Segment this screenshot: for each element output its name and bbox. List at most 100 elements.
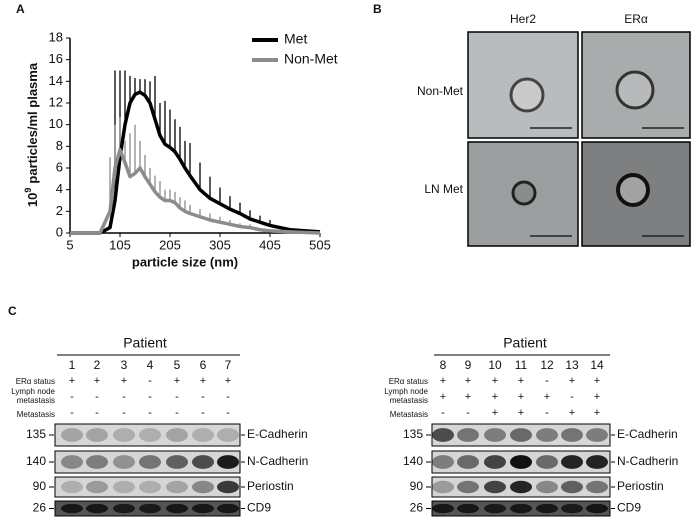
status-label: ERα status	[389, 377, 428, 386]
status-label: ERα status	[16, 377, 55, 386]
y-tick-label: 14	[49, 73, 63, 88]
row-label: LN Met	[424, 182, 463, 196]
patient-number: 9	[465, 358, 472, 372]
y-tick-label: 10	[49, 116, 63, 131]
status-sign: -	[570, 391, 574, 403]
marker-label: 135	[403, 427, 423, 441]
marker-label: 90	[410, 479, 424, 493]
band	[536, 480, 558, 494]
series-line	[70, 147, 321, 235]
protein-label: Periostin	[617, 479, 664, 493]
status-sign: +	[492, 391, 498, 403]
band	[510, 428, 532, 442]
patient-number: 8	[440, 358, 447, 372]
status-label: Lymph node	[11, 387, 55, 396]
band	[510, 503, 532, 514]
status-sign: -	[175, 391, 179, 403]
band	[536, 503, 558, 514]
marker-label: 26	[410, 501, 424, 515]
status-sign: +	[492, 375, 498, 387]
status-sign: -	[466, 407, 470, 419]
band	[586, 503, 608, 514]
status-sign: +	[569, 407, 575, 419]
band	[510, 480, 532, 494]
blot-title: Patient	[123, 335, 167, 351]
band	[166, 503, 188, 514]
patient-number: 1	[69, 358, 76, 372]
band	[457, 480, 479, 494]
band	[510, 455, 532, 469]
band	[586, 428, 608, 442]
blot-title: Patient	[503, 335, 547, 351]
status-label: Metastasis	[17, 410, 55, 419]
column-label: Her2	[510, 12, 536, 26]
status-label: Metastasis	[390, 410, 428, 419]
marker-label: 26	[33, 501, 47, 515]
status-sign: -	[148, 375, 152, 387]
status-sign: +	[518, 407, 524, 419]
status-sign: +	[440, 391, 446, 403]
y-tick-label: 6	[56, 159, 63, 174]
band	[192, 480, 214, 494]
band	[432, 480, 454, 494]
status-sign: -	[441, 407, 445, 419]
band	[432, 428, 454, 442]
legend-label: Non-Met	[284, 51, 338, 67]
x-tick-label: 5	[66, 237, 73, 252]
status-sign: -	[122, 407, 126, 419]
marker-label: 140	[403, 454, 423, 468]
status-sign: +	[121, 375, 127, 387]
status-sign: -	[148, 391, 152, 403]
band	[113, 428, 135, 442]
band	[484, 480, 506, 494]
status-sign: -	[201, 407, 205, 419]
band	[561, 455, 583, 469]
x-tick-label: 205	[159, 237, 181, 252]
protein-label: E-Cadherin	[247, 427, 308, 441]
patient-number: 3	[121, 358, 128, 372]
status-sign: -	[226, 391, 230, 403]
band	[561, 428, 583, 442]
panel-label: C	[8, 304, 17, 318]
patient-number: 11	[515, 358, 528, 372]
protein-label: CD9	[247, 501, 271, 515]
band	[113, 480, 135, 494]
status-sign: +	[440, 375, 446, 387]
status-sign: +	[225, 375, 231, 387]
y-label-exp: 9	[23, 188, 33, 193]
row-label: Non-Met	[417, 84, 464, 98]
band	[139, 503, 161, 514]
status-sign: +	[492, 407, 498, 419]
status-sign: -	[545, 407, 549, 419]
band	[217, 428, 239, 442]
status-sign: +	[594, 407, 600, 419]
status-sign: +	[594, 391, 600, 403]
patient-number: 2	[94, 358, 101, 372]
band	[536, 455, 558, 469]
blot-strip	[54, 476, 241, 498]
status-sign: -	[175, 407, 179, 419]
status-label: metastasis	[390, 396, 428, 405]
x-axis-label: particle size (nm)	[132, 254, 238, 269]
x-tick-label: 305	[209, 237, 231, 252]
y-tick-label: 0	[56, 224, 63, 239]
band	[61, 503, 83, 514]
blot-strip	[54, 423, 241, 447]
y-tick-label: 8	[56, 138, 63, 153]
status-sign: +	[518, 375, 524, 387]
band	[432, 503, 454, 514]
band	[139, 480, 161, 494]
band	[61, 455, 83, 469]
patient-number: 7	[225, 358, 232, 372]
band	[192, 428, 214, 442]
band	[586, 480, 608, 494]
band	[432, 455, 454, 469]
marker-label: 135	[26, 427, 46, 441]
status-sign: -	[201, 391, 205, 403]
y-tick-label: 4	[56, 181, 63, 196]
micrographs	[467, 31, 691, 247]
marker-label: 90	[33, 479, 47, 493]
y-tick-label: 2	[56, 203, 63, 218]
band	[192, 455, 214, 469]
patient-number: 13	[565, 358, 579, 372]
